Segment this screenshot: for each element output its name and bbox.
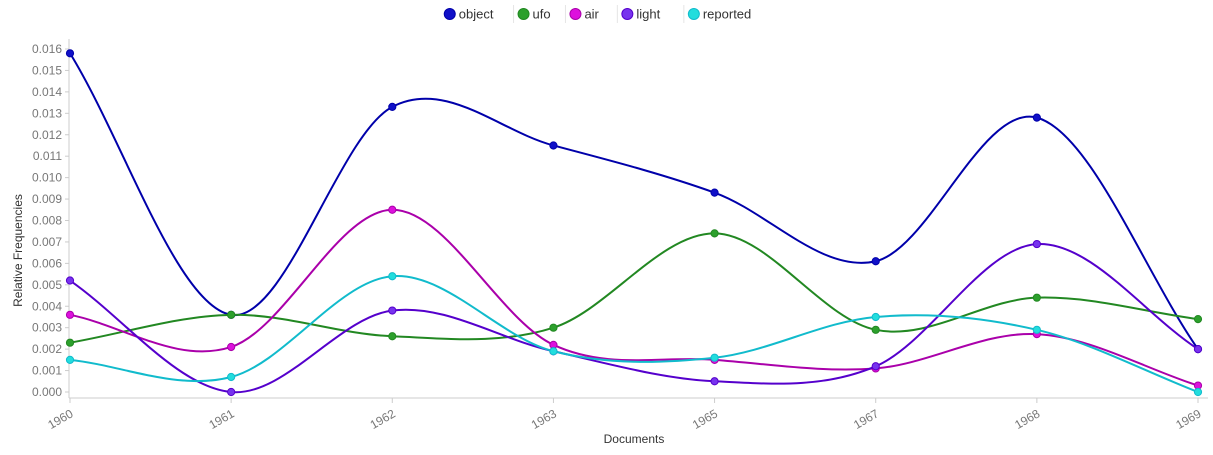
series-line-reported (69, 275, 1199, 393)
data-point-reported[interactable] (65, 355, 75, 364)
data-point-reported[interactable] (388, 272, 397, 281)
x-tick-label: 1961 (207, 406, 237, 432)
data-point-object[interactable] (1032, 113, 1041, 122)
data-point-ufo[interactable] (1032, 293, 1041, 302)
data-point-light[interactable] (227, 387, 236, 397)
data-point-reported[interactable] (871, 312, 880, 322)
data-point-air[interactable] (388, 205, 397, 214)
series-line-object (69, 52, 1199, 350)
y-tick-label: 0.003 (32, 321, 62, 335)
x-axis: 1960 1961 1962 1963 1965 1967 1968 1969 (45, 397, 1208, 432)
y-tick-label: 0.002 (32, 342, 62, 356)
series-light (65, 239, 1203, 397)
legend-marker (687, 8, 700, 20)
data-point-object[interactable] (65, 49, 75, 58)
legend-marker (569, 8, 582, 20)
x-tick-label: 1968 (1012, 406, 1042, 432)
y-tick-label: 0.010 (32, 171, 62, 185)
x-tick-label: 1965 (690, 406, 720, 432)
data-point-light[interactable] (871, 362, 880, 371)
y-tick-label: 0.011 (33, 149, 62, 163)
data-point-light[interactable] (1193, 345, 1203, 354)
data-point-reported[interactable] (1032, 325, 1041, 334)
y-tick-label: 0.007 (32, 235, 62, 249)
legend-label: light (636, 7, 660, 22)
legend-item-light[interactable]: light (621, 7, 661, 22)
y-tick-label: 0.016 (32, 42, 62, 56)
data-point-object[interactable] (388, 102, 397, 111)
data-point-reported[interactable] (549, 347, 558, 356)
data-point-object[interactable] (871, 257, 880, 266)
series-reported (65, 272, 1203, 397)
data-point-reported[interactable] (1193, 387, 1203, 397)
y-tick-label: 0.012 (32, 128, 62, 142)
legend-marker (517, 8, 530, 20)
legend-label: ufo (533, 7, 551, 22)
legend: object ufo air light reported (443, 5, 751, 23)
data-point-air[interactable] (65, 310, 75, 319)
x-tick-label: 1960 (45, 406, 75, 432)
series-object (65, 49, 1203, 354)
x-tick-label: 1967 (851, 406, 881, 432)
series-ufo (65, 229, 1203, 347)
y-axis-title: Relative Frequencies (11, 194, 25, 307)
y-tick-label: 0.008 (32, 214, 62, 228)
legend-marker (443, 8, 456, 20)
data-point-ufo[interactable] (388, 332, 397, 341)
data-point-ufo[interactable] (1193, 315, 1203, 324)
y-tick-label: 0.006 (32, 256, 62, 270)
legend-item-air[interactable]: air (569, 7, 600, 22)
y-axis: 0.000 0.001 0.002 0.003 0.004 0.005 0.006 0.007… (32, 39, 70, 399)
x-axis-title: Documents (604, 432, 665, 446)
data-point-ufo[interactable] (871, 325, 880, 334)
legend-item-object[interactable]: object (443, 7, 494, 22)
data-point-reported[interactable] (227, 372, 236, 382)
y-tick-label: 0.000 (32, 385, 62, 399)
data-point-ufo[interactable] (710, 229, 719, 238)
x-tick-label: 1963 (529, 406, 559, 432)
data-point-ufo[interactable] (549, 323, 558, 332)
legend-marker (621, 8, 634, 20)
y-tick-label: 0.005 (32, 278, 62, 292)
data-point-reported[interactable] (710, 353, 719, 362)
data-point-light[interactable] (388, 306, 397, 315)
data-point-light[interactable] (65, 276, 75, 285)
y-tick-label: 0.001 (32, 364, 62, 378)
x-tick-label: 1962 (368, 406, 398, 432)
y-tick-label: 0.009 (32, 192, 62, 206)
y-tick-label: 0.004 (32, 299, 62, 313)
y-tick-label: 0.014 (32, 85, 62, 99)
legend-label: object (459, 7, 494, 22)
legend-item-reported[interactable]: reported (687, 7, 751, 22)
legend-label: air (584, 7, 599, 22)
series-line-light (69, 243, 1199, 394)
data-point-object[interactable] (710, 188, 719, 197)
series-group (65, 49, 1203, 397)
y-tick-label: 0.013 (32, 106, 62, 120)
y-tick-label: 0.015 (32, 63, 62, 77)
legend-label: reported (703, 7, 751, 22)
legend-item-ufo[interactable]: ufo (517, 7, 551, 22)
series-line-air (69, 208, 1199, 387)
x-tick-label: 1969 (1173, 406, 1203, 432)
data-point-air[interactable] (227, 342, 236, 352)
data-point-ufo[interactable] (65, 338, 75, 347)
data-point-ufo[interactable] (227, 310, 236, 319)
data-point-light[interactable] (1032, 239, 1041, 249)
data-point-light[interactable] (710, 377, 719, 386)
series-line-ufo (69, 232, 1199, 344)
data-point-object[interactable] (549, 141, 558, 150)
